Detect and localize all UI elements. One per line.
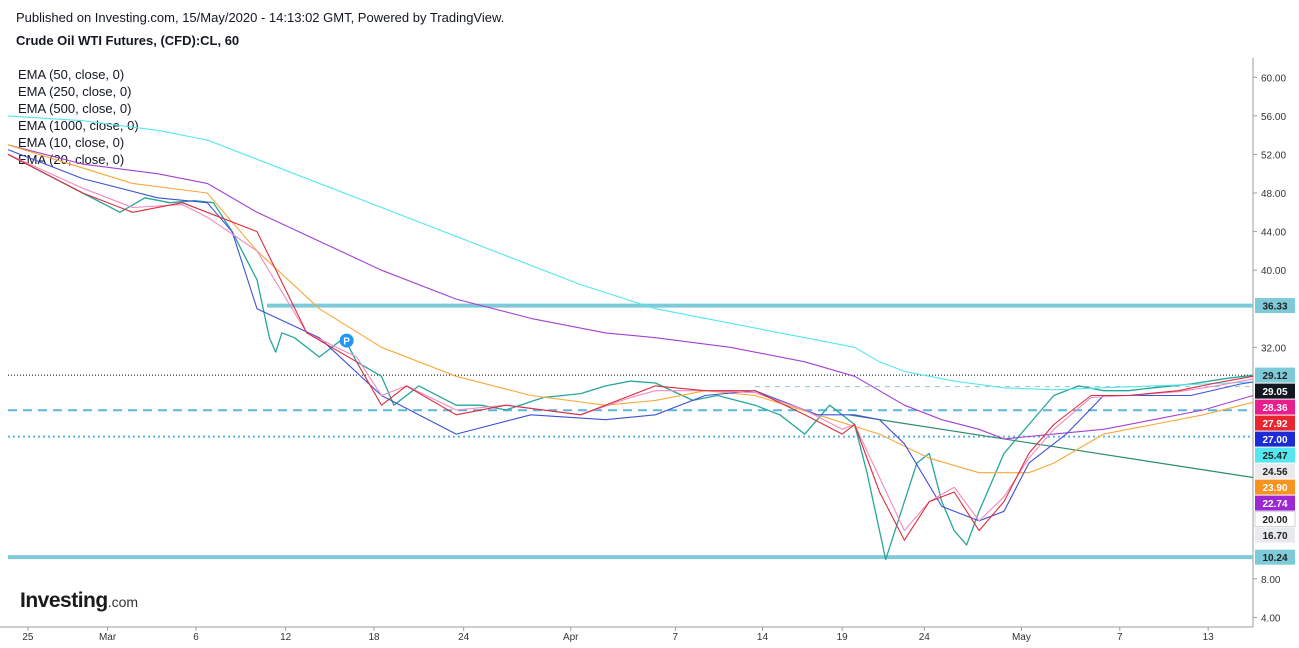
price-label: 16.70 (1262, 531, 1287, 542)
price-label: 27.92 (1262, 419, 1287, 430)
investing-logo: Investing.com (20, 589, 138, 613)
price-label-box (1255, 298, 1295, 314)
ema-line-50 (7, 149, 1254, 522)
price-label: 29.12 (1262, 371, 1287, 382)
price-label-box (1255, 367, 1295, 383)
ema-line-250 (7, 144, 1254, 474)
ema-line-10 (7, 153, 1254, 541)
ema-line-20 (7, 153, 1254, 532)
x-tick-label: 14 (757, 632, 769, 643)
x-tick-label: 24 (919, 632, 931, 643)
y-tick-label: 56.00 (1261, 112, 1286, 123)
price-label-box (1255, 431, 1295, 447)
price-label: 28.36 (1262, 403, 1287, 414)
x-tick-label: Mar (99, 632, 117, 643)
x-tick-label: 7 (673, 632, 679, 643)
price-label-box (1255, 479, 1295, 495)
x-tick-label: 12 (280, 632, 292, 643)
price-label-box (1254, 511, 1296, 528)
price-line (7, 153, 1254, 561)
y-tick-label: 44.00 (1261, 228, 1286, 239)
ema-line-1000 (7, 115, 1254, 391)
legend-ema-250[interactable]: EMA (250, close, 0) (18, 84, 132, 99)
price-label-box (1255, 383, 1295, 399)
price-label: 24.56 (1262, 467, 1287, 478)
x-tick-label: 6 (193, 632, 199, 643)
x-tick-label: 24 (458, 632, 470, 643)
ema-line-500 (7, 144, 1254, 440)
y-tick-label: 40.00 (1261, 266, 1286, 277)
chart-title: Crude Oil WTI Futures, (CFD):CL, 60 (16, 33, 240, 48)
position-pin-icon[interactable] (339, 333, 354, 348)
y-tick-label: 60.00 (1261, 73, 1286, 84)
x-tick-label: 13 (1203, 632, 1215, 643)
price-label-box (1255, 463, 1295, 479)
x-tick-label: Apr (563, 632, 579, 643)
x-tick-label: 7 (1117, 632, 1123, 643)
x-tick-label: May (1012, 632, 1031, 643)
price-label: 29.05 (1262, 387, 1287, 398)
legend-ema-10[interactable]: EMA (10, close, 0) (18, 135, 125, 150)
price-label: 22.74 (1262, 499, 1287, 510)
legend-ema-50[interactable]: EMA (50, close, 0) (18, 67, 125, 82)
y-tick-label: 8.00 (1261, 575, 1281, 586)
price-label: 20.00 (1262, 515, 1287, 526)
y-tick-label: 32.00 (1261, 343, 1286, 354)
price-label-box (1255, 415, 1295, 431)
legend-ema-500[interactable]: EMA (500, close, 0) (18, 101, 132, 116)
price-label: 23.90 (1262, 483, 1287, 494)
price-label: 25.47 (1262, 451, 1287, 462)
price-label-box (1255, 527, 1295, 543)
legend-ema-1000[interactable]: EMA (1000, close, 0) (18, 118, 139, 133)
y-tick-label: 52.00 (1261, 150, 1286, 161)
x-tick-label: 25 (22, 632, 34, 643)
published-info: Published on Investing.com, 15/May/2020 … (16, 10, 505, 25)
price-label: 27.00 (1262, 435, 1287, 446)
logo-suffix: .com (107, 594, 139, 610)
pin-label: P (343, 337, 350, 348)
price-label: 10.24 (1262, 553, 1287, 564)
y-tick-label: 48.00 (1261, 189, 1286, 200)
y-tick-label: 4.00 (1261, 613, 1281, 624)
x-tick-label: 18 (368, 632, 380, 643)
price-label-box (1255, 399, 1295, 415)
price-label-box (1255, 549, 1295, 565)
logo-main: Investing (20, 589, 108, 612)
price-label-box (1255, 447, 1295, 463)
x-tick-label: 19 (837, 632, 849, 643)
price-label: 36.33 (1262, 302, 1287, 313)
price-label-box (1255, 495, 1295, 511)
